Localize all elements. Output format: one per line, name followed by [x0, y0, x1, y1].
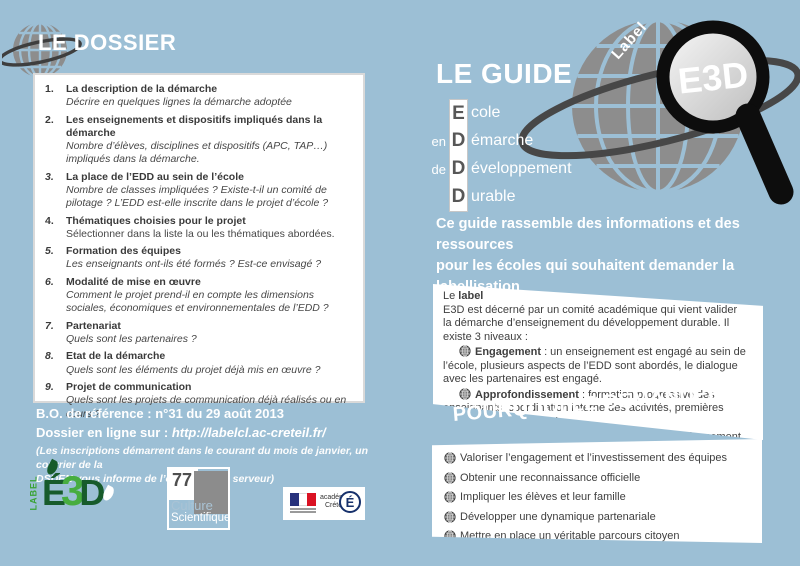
list-item: 5. Formation des équipes Les enseignants… — [43, 245, 353, 272]
label-box-title: label — [458, 290, 484, 302]
reason-item: Valoriser l’engagement et l’investisseme… — [444, 451, 750, 465]
list-item: 9. Projet de communication Quels sont le… — [43, 381, 353, 421]
globe-bullet-icon — [459, 345, 471, 357]
bo-reference: B.O. de référence : n°31 du 29 août 2013 — [36, 406, 284, 421]
acronym-letter: E — [449, 98, 468, 128]
item-desc: Décrire en quelques lignes la démarche a… — [66, 96, 292, 109]
item-title: Thématiques choisies pour le projet — [66, 214, 246, 227]
academie-e-icon: É — [339, 491, 361, 513]
item-title: La description de la démarche — [66, 83, 218, 95]
reason-item: Mettre en place un véritable parcours ci… — [444, 529, 750, 543]
globe-bullet-icon — [459, 387, 471, 400]
acronym-letter: D — [449, 127, 468, 155]
item-title: La place de l’EDD au sein de l’école — [66, 170, 244, 183]
acronym-word: urable — [471, 188, 516, 205]
globe-bullet-icon — [444, 530, 456, 542]
item-title: Modalité de mise en œuvre — [66, 275, 201, 288]
item-desc: Quels sont les projets de communication … — [66, 394, 347, 420]
item-desc: Les enseignants ont-ils été formés ? Est… — [66, 258, 322, 271]
item-desc: Nombre de classes impliquées ? Existe-t-… — [66, 183, 329, 210]
globe-icon — [2, 21, 82, 79]
acronym-word: éveloppement — [471, 160, 572, 177]
item-number: 3. — [45, 170, 54, 183]
globe-bullet-icon — [444, 491, 456, 503]
right-panel-title: LE GUIDE — [436, 58, 573, 89]
dossier-checklist-box: 1. La description de la démarche Décrire… — [33, 73, 365, 420]
list-item: 3. La place de l’EDD au sein de l’école … — [43, 171, 353, 211]
why-reasons-box: Valoriser l’engagement et l’investisseme… — [432, 439, 762, 543]
dossier-online-prefix: Dossier en ligne sur : — [36, 425, 172, 440]
list-item: 2. Les enseignements et dispositifs impl… — [43, 114, 353, 167]
culture-scientifique-77-logo: 77 Culture Scientifique — [167, 467, 230, 530]
acronym-word: émarche — [471, 132, 534, 149]
e3d-label-logo: LABEL É3D — [28, 458, 128, 520]
reason-item: Développer une dynamique partenariale — [444, 510, 750, 524]
item-number: 2. — [45, 113, 54, 126]
item-desc: Quels sont les partenaires ? — [66, 332, 197, 345]
item-title: Partenariat — [66, 319, 121, 332]
globe-bullet-icon — [444, 452, 456, 464]
item-desc: Comment le projet prend-il en compte les… — [66, 288, 329, 315]
globe-bullet-icon — [444, 510, 456, 523]
item-desc: Sélectionner dans la liste la ou les thé… — [66, 227, 335, 240]
item-number: 6. — [45, 275, 54, 288]
list-item: 1. La description de la démarche Décrire… — [43, 83, 353, 110]
list-item: 7. Partenariat Quels sont les partenaire… — [43, 320, 353, 347]
item-number: 5. — [45, 245, 54, 258]
dossier-online-line: Dossier en ligne sur : http://labelcl.ac… — [36, 425, 326, 440]
french-flag-icon — [290, 493, 317, 506]
item-title: Formation des équipes — [66, 245, 181, 258]
item-number: 1. — [45, 83, 54, 95]
item-title: Projet de communication — [66, 380, 192, 393]
e3d-vertical-label: LABEL — [28, 475, 39, 511]
magnifier-handle — [735, 103, 794, 205]
academie-creteil-logo: académie Créteil É — [283, 487, 365, 520]
item-title: Les enseignements et dispositifs impliqu… — [66, 113, 323, 139]
globe-bullet-icon — [459, 430, 471, 440]
item-number: 7. — [45, 319, 54, 332]
acronym-word: cole — [471, 104, 501, 121]
reason-item: Obtenir une reconnaissance officielle — [444, 471, 750, 485]
label-level: Engagement : un enseignement est engagé … — [443, 345, 746, 385]
reason-item: Impliquer les élèves et leur famille — [444, 490, 750, 504]
lens-e3d-text: E3D — [676, 53, 750, 101]
item-number: 4. — [45, 214, 54, 227]
globe-bullet-icon — [444, 471, 456, 484]
item-number: 9. — [45, 380, 54, 393]
acronym-letter: D — [449, 182, 468, 212]
list-item: 4. Thématiques choisies pour le projet S… — [43, 215, 353, 242]
dossier-online-url[interactable]: http://labelcl.ac-creteil.fr/ — [171, 425, 326, 440]
acronym-letter: D — [449, 155, 468, 183]
list-item: 8. Etat de la démarche Quels sont les él… — [43, 350, 353, 377]
list-item: 6. Modalité de mise en œuvre Comment le … — [43, 276, 353, 316]
left-panel-title: LE DOSSIER — [38, 30, 177, 55]
item-title: Etat de la démarche — [66, 350, 166, 363]
item-desc: Quels sont les éléments du projet déjà m… — [66, 363, 321, 376]
e3d-magnifier-globe-logo: Label E3D — [518, 18, 800, 205]
eddd-acronym: E cole en D émarche de D éveloppement D … — [420, 98, 572, 212]
item-desc: Nombre d’élèves, disciplines et disposit… — [66, 139, 328, 166]
item-number: 8. — [45, 350, 54, 363]
